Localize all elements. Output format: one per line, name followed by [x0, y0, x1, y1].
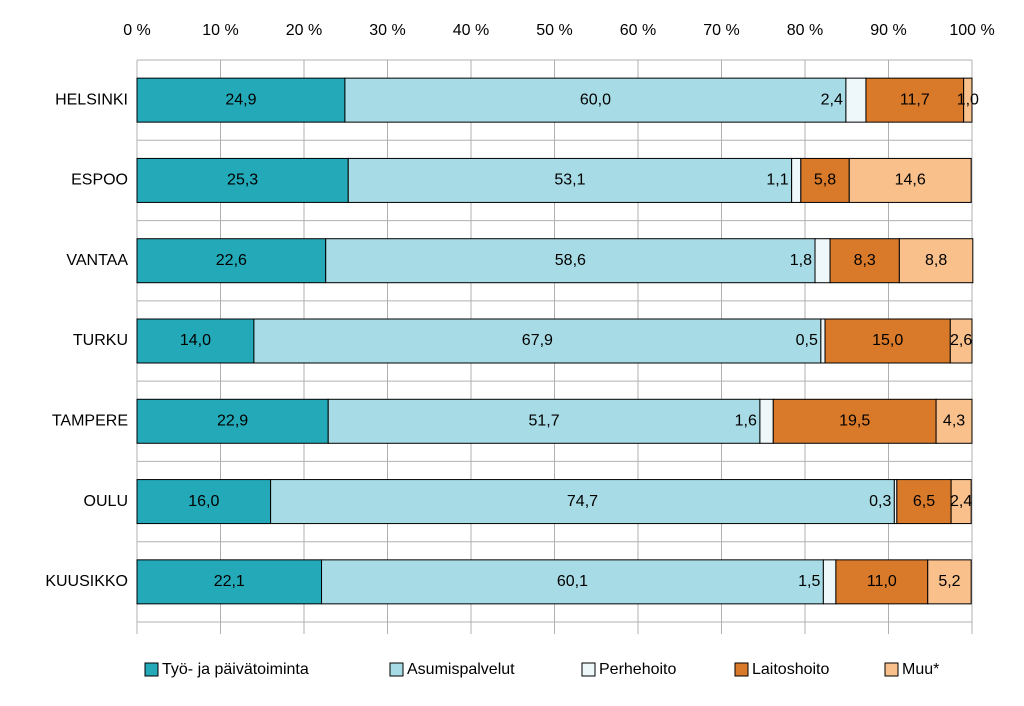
bar-segment: [321, 559, 824, 605]
y-tick-label: TURKU: [73, 332, 128, 349]
data-label: 67,9: [522, 332, 553, 349]
legend-label: Laitoshoito: [752, 661, 829, 678]
bar-segment: [898, 238, 974, 284]
legend-label: Asumispalvelut: [407, 661, 515, 678]
legend-label: Työ- ja päivätoiminta: [162, 661, 309, 678]
data-label: 15,0: [872, 332, 903, 349]
bar-segment: [845, 77, 867, 123]
x-tick-label: 60 %: [620, 22, 656, 39]
bar-segment: [347, 157, 793, 203]
data-label: 11,7: [900, 91, 930, 108]
x-tick-label: 90 %: [870, 22, 906, 39]
bar-segment: [865, 77, 965, 123]
bar-segment: [136, 318, 255, 364]
bar-segment: [791, 157, 802, 203]
legend-swatch: [389, 662, 404, 677]
bar-segment: [344, 77, 847, 123]
data-label: 8,8: [925, 252, 947, 269]
data-label: 2,6: [950, 332, 972, 349]
bar-segment: [950, 479, 972, 525]
bar-segment: [822, 559, 837, 605]
bar-segment: [963, 77, 973, 123]
x-tick-label: 70 %: [703, 22, 739, 39]
bar-segment: [759, 398, 774, 444]
bar-segment: [136, 479, 272, 525]
x-tick-label: 100 %: [949, 22, 994, 39]
x-tick-label: 30 %: [369, 22, 405, 39]
data-label: 24,9: [225, 91, 256, 108]
bar-segment: [325, 238, 816, 284]
data-label: 1,6: [735, 413, 757, 430]
bar-segment: [824, 318, 951, 364]
data-label: 1,1: [766, 172, 788, 189]
bar-segment: [136, 398, 329, 444]
data-label: 22,6: [216, 252, 247, 269]
bar-segment: [136, 157, 349, 203]
data-label: 0,3: [869, 493, 891, 510]
bar-segment: [896, 479, 952, 525]
bar-segment: [772, 398, 937, 444]
data-label: 2,4: [821, 91, 843, 108]
data-label: 58,6: [555, 252, 586, 269]
legend-swatch: [884, 662, 899, 677]
bar-segment: [136, 238, 327, 284]
y-tick-label: KUUSIKKO: [45, 573, 128, 590]
data-label: 74,7: [567, 493, 598, 510]
bar-segment: [253, 318, 822, 364]
bar-segment: [829, 238, 900, 284]
y-tick-label: VANTAA: [66, 252, 128, 269]
bar-segment: [814, 238, 831, 284]
legend-swatch: [581, 662, 596, 677]
x-tick-label: 50 %: [536, 22, 572, 39]
x-tick-label: 10 %: [202, 22, 238, 39]
legend-label: Muu*: [902, 661, 939, 678]
data-label: 53,1: [554, 172, 585, 189]
data-label: 11,0: [867, 573, 897, 590]
data-label: 16,0: [188, 493, 219, 510]
bar-segment: [848, 157, 972, 203]
data-label: 5,2: [938, 573, 960, 590]
bar-segment: [327, 398, 761, 444]
data-label: 51,7: [528, 413, 559, 430]
legend-swatch: [734, 662, 749, 677]
legend-label: Perhehoito: [599, 661, 676, 678]
data-label: 5,8: [814, 172, 836, 189]
data-label: 6,5: [913, 493, 935, 510]
x-tick-label: 0 %: [123, 22, 151, 39]
data-label: 14,6: [895, 172, 926, 189]
data-label: 2,4: [950, 493, 972, 510]
x-tick-label: 40 %: [453, 22, 489, 39]
data-label: 1,0: [957, 91, 979, 108]
y-tick-label: TAMPERE: [52, 413, 128, 430]
data-label: 22,9: [217, 413, 248, 430]
bar-segment: [820, 318, 826, 364]
x-tick-label: 80 %: [787, 22, 823, 39]
data-label: 0,5: [796, 332, 818, 349]
data-label: 22,1: [214, 573, 245, 590]
data-label: 1,8: [790, 252, 812, 269]
legend-swatch: [144, 662, 159, 677]
bar-segment: [949, 318, 973, 364]
bar-segment: [136, 559, 323, 605]
bar-segment: [935, 398, 973, 444]
data-label: 8,3: [854, 252, 876, 269]
x-tick-label: 20 %: [286, 22, 322, 39]
bar-segment: [136, 77, 346, 123]
data-label: 14,0: [180, 332, 211, 349]
data-label: 60,1: [557, 573, 588, 590]
y-tick-label: ESPOO: [71, 172, 128, 189]
y-tick-label: HELSINKI: [55, 91, 128, 108]
data-label: 19,5: [839, 413, 870, 430]
data-label: 1,5: [798, 573, 820, 590]
data-label: 25,3: [227, 172, 258, 189]
bar-segment: [927, 559, 972, 605]
y-tick-label: OULU: [84, 493, 128, 510]
data-label: 4,3: [943, 413, 965, 430]
data-label: 60,0: [580, 91, 611, 108]
